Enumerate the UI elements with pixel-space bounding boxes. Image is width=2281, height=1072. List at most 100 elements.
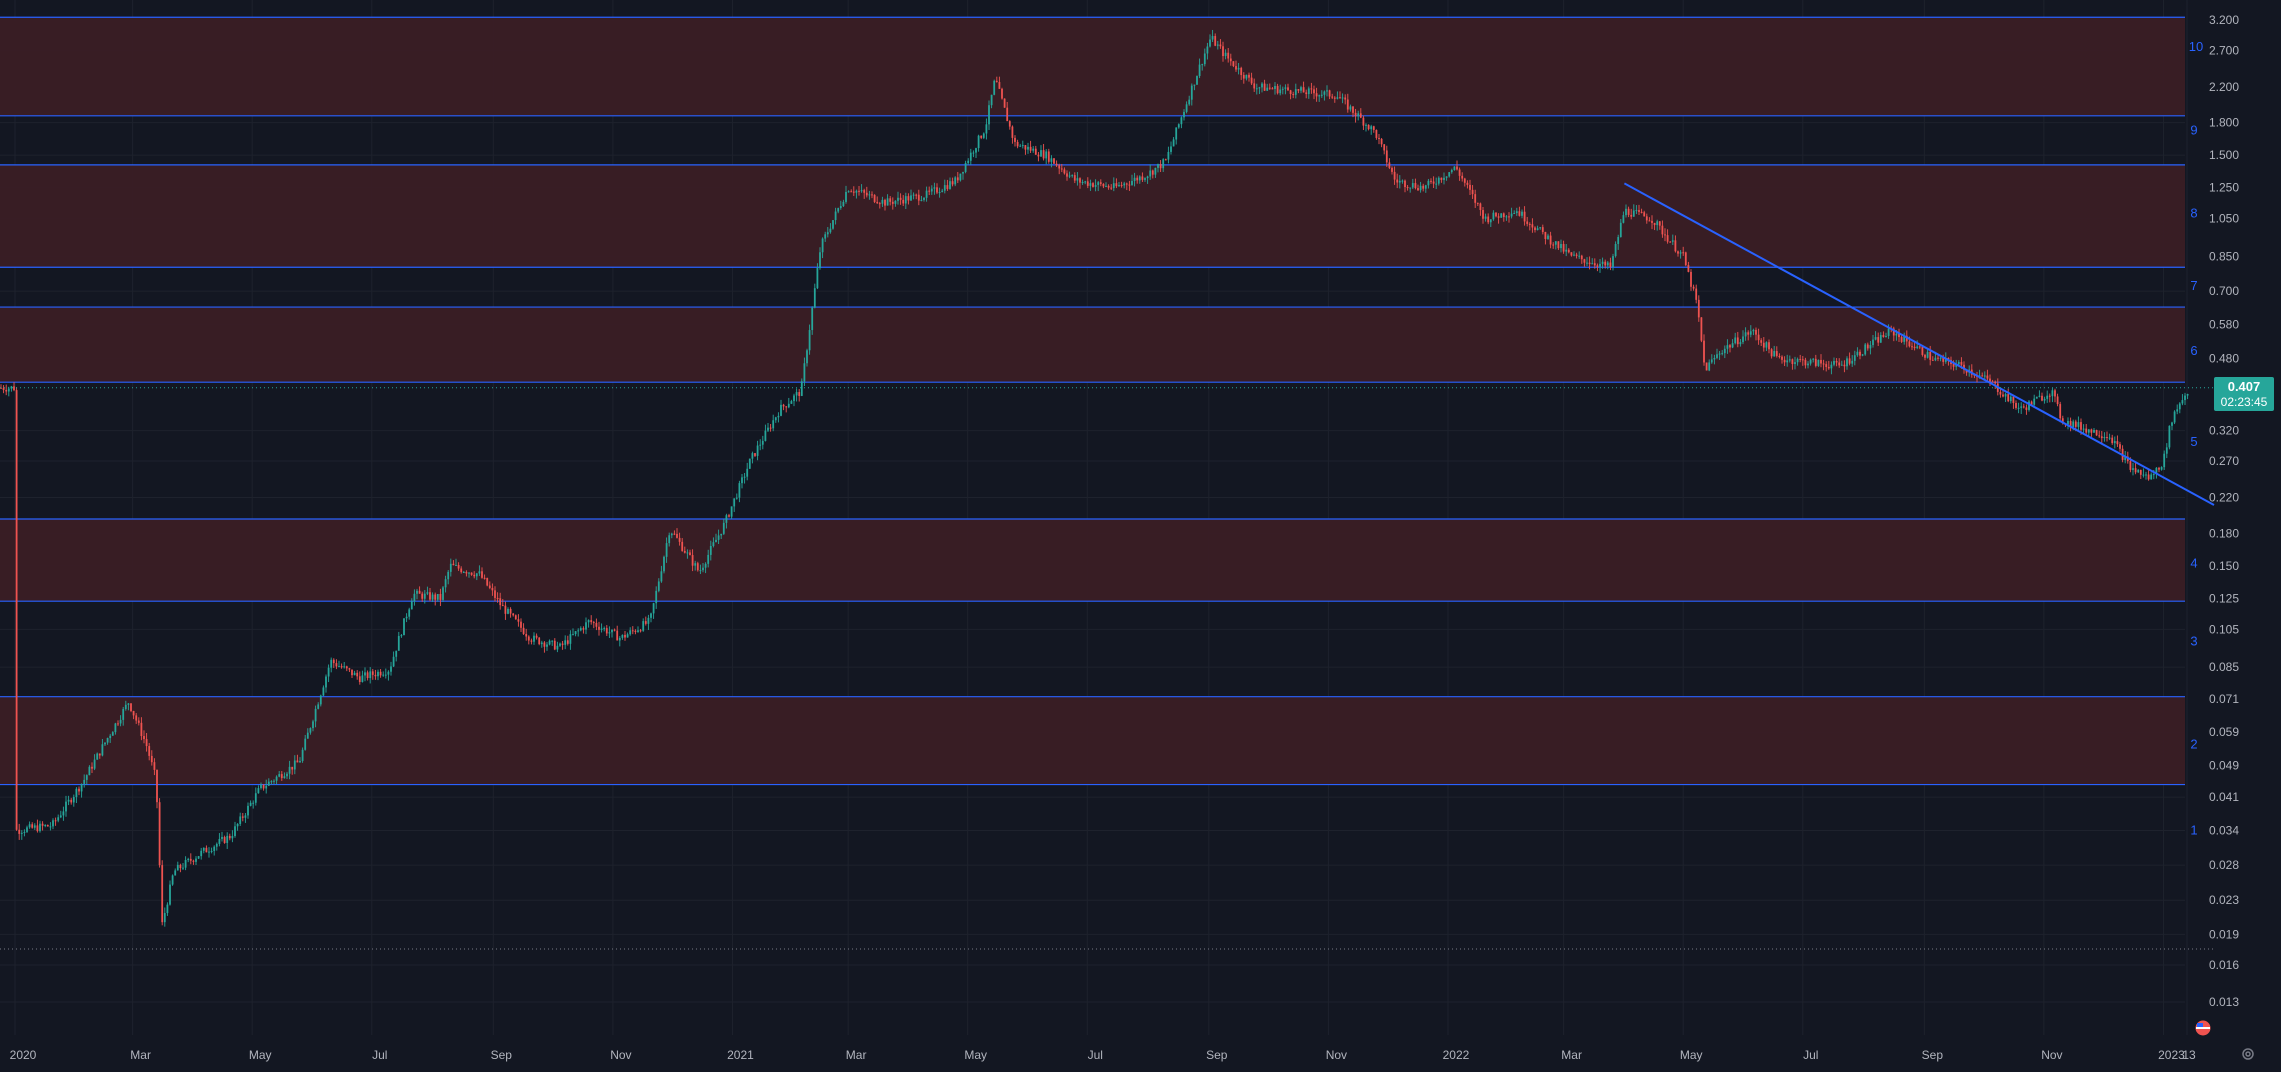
candle-body: [106, 738, 109, 743]
candle-body: [88, 766, 91, 776]
candle-body: [2100, 436, 2103, 439]
candle-body: [481, 571, 483, 578]
candle-body: [894, 200, 897, 204]
candle-body: [1359, 113, 1362, 118]
candle-body: [1593, 263, 1596, 266]
candle-body: [20, 832, 23, 834]
candle-body: [943, 185, 946, 191]
candle-body: [1562, 244, 1565, 252]
zone-number-label: 3: [2190, 634, 2197, 649]
candle-body: [751, 453, 754, 459]
candle-body: [1840, 364, 1843, 366]
candle-body: [842, 201, 845, 207]
candle-body: [769, 427, 772, 429]
candle-body: [2093, 430, 2095, 433]
candle-body: [1934, 357, 1937, 361]
candle-body: [1859, 351, 1861, 356]
candle-body: [1739, 342, 1742, 345]
gear-icon[interactable]: [2240, 1046, 2256, 1062]
candle-body: [499, 598, 502, 606]
candle-body: [595, 622, 598, 627]
candle-body: [1622, 215, 1625, 223]
candle-body: [1502, 213, 1505, 218]
candle-body: [1864, 344, 1867, 355]
zone-band[interactable]: [0, 17, 2185, 116]
candle-body: [559, 643, 561, 646]
y-axis[interactable]: 3.200 2.700 2.200 1.800 1.500 1.250 1.050 0.850…: [2209, 13, 2239, 1009]
candle-body: [236, 823, 239, 827]
candle-body: [579, 628, 582, 631]
zone-band[interactable]: [0, 696, 2185, 785]
candle-body: [1081, 182, 1084, 184]
candle-body: [832, 220, 834, 229]
candle-body: [85, 775, 88, 780]
zone-band[interactable]: [0, 307, 2185, 383]
trend-layer[interactable]: [1623, 182, 2215, 506]
candle-body: [1185, 104, 1188, 112]
candle-body: [423, 593, 426, 599]
candle-body: [358, 676, 361, 683]
candle-body: [634, 630, 637, 632]
candle-body: [1003, 98, 1006, 108]
candle-body: [2069, 420, 2072, 428]
candle-body: [839, 206, 842, 209]
y-tick-label: 0.105: [2209, 622, 2239, 636]
candle-body: [18, 829, 21, 834]
candle-body: [1573, 254, 1575, 256]
y-tick-label: 0.019: [2209, 927, 2239, 941]
candle-body: [743, 476, 746, 478]
candle-body: [1656, 221, 1659, 226]
candle-body: [821, 238, 824, 253]
candle-body: [33, 825, 36, 828]
candle-body: [26, 827, 28, 832]
candle-body: [1175, 127, 1178, 140]
candle-body: [387, 671, 390, 675]
candle-body: [1687, 265, 1690, 272]
candle-body: [1177, 124, 1180, 128]
trend-line[interactable]: [1623, 182, 2215, 506]
candle-body: [1557, 241, 1560, 249]
candle-body: [728, 515, 730, 517]
y-tick-label: 0.041: [2209, 790, 2239, 804]
x-tick-label: Mar: [1561, 1048, 1582, 1062]
candle-body: [1287, 87, 1289, 91]
zone-number-label: 8: [2190, 206, 2197, 221]
candle-body: [377, 671, 379, 677]
candle-body: [811, 307, 814, 331]
candle-body: [59, 815, 62, 818]
candle-body: [1991, 381, 1994, 383]
us-flag-icon[interactable]: [2195, 1020, 2211, 1036]
candle-body: [49, 826, 52, 828]
candle-body: [215, 843, 218, 847]
candle-body: [1021, 145, 1024, 147]
zone-band[interactable]: [0, 164, 2185, 268]
candle-body: [265, 785, 268, 789]
candle-body: [798, 392, 801, 396]
candle-body: [1580, 255, 1583, 260]
candle-body: [1755, 329, 1757, 335]
candle-body: [254, 793, 257, 803]
candle-body: [985, 124, 988, 134]
candle-body: [707, 554, 710, 564]
candle-body: [535, 635, 538, 638]
candle-body: [1315, 93, 1318, 97]
candle-body: [1099, 182, 1102, 184]
candle-body: [1677, 251, 1679, 254]
x-axis[interactable]: 2020 Mar May Jul Sep Nov 2021 Mar May Jul Sep Nov 20…: [10, 1048, 2196, 1062]
candle-body: [1042, 150, 1045, 159]
candle-body: [54, 820, 57, 822]
zone-band[interactable]: [0, 519, 2185, 602]
candle-body: [512, 613, 515, 616]
candle-body: [1242, 75, 1245, 79]
candle-body: [995, 80, 998, 83]
candle-body: [1154, 167, 1157, 175]
candle-body: [2116, 441, 2119, 445]
candle-body: [1339, 97, 1341, 99]
candle-body: [2004, 394, 2007, 397]
candle-body: [733, 498, 736, 507]
candle-body: [278, 774, 281, 777]
x-tick-label: Mar: [846, 1048, 867, 1062]
candle-body: [1489, 219, 1492, 223]
